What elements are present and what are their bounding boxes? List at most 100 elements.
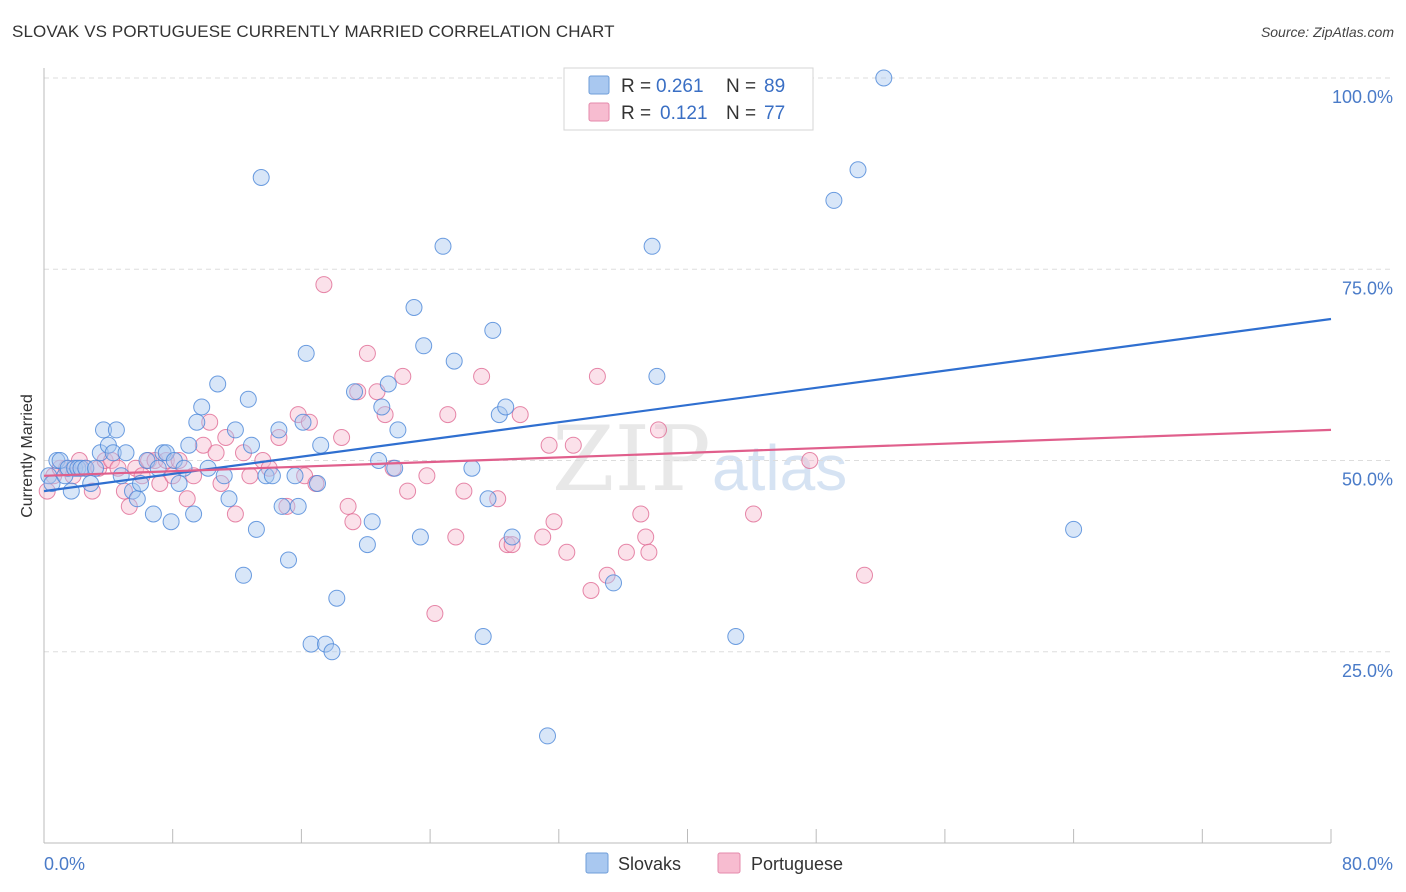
legend-swatch-slovaks [588, 75, 610, 95]
point-slovaks [497, 398, 515, 416]
bottom-legend: Slovaks Portuguese [585, 852, 843, 874]
point-portuguese [358, 344, 376, 362]
point-portuguese [207, 444, 225, 462]
point-slovaks [243, 436, 260, 454]
point-slovaks [484, 321, 502, 339]
point-slovaks [273, 497, 291, 515]
point-slovaks [107, 421, 125, 439]
point-slovaks [474, 628, 492, 645]
point-slovaks [87, 459, 104, 477]
bottom-legend-label-slovaks: Slovaks [618, 854, 681, 874]
point-portuguese [344, 513, 362, 531]
point-slovaks [405, 299, 423, 316]
point-portuguese [473, 367, 491, 385]
point-slovaks [379, 375, 397, 393]
point-slovaks [239, 390, 257, 408]
point-portuguese [201, 413, 219, 431]
point-slovaks [170, 475, 188, 492]
point-slovaks [302, 635, 320, 653]
point-portuguese [801, 452, 819, 469]
point-portuguese [455, 482, 473, 500]
point-slovaks [95, 421, 112, 439]
point-slovaks [59, 459, 77, 477]
point-slovaks [370, 452, 388, 469]
point-slovaks [463, 459, 481, 477]
legend: R = 0.261 N = 89 R = 0.121 N = 77 [563, 67, 814, 131]
point-slovaks [104, 444, 122, 462]
grid-lines [44, 77, 1392, 653]
point-slovaks [263, 467, 281, 485]
point-slovaks [62, 482, 80, 500]
point-slovaks [252, 169, 270, 186]
point-slovaks [220, 490, 238, 508]
point-slovaks [209, 375, 227, 393]
point-slovaks [117, 444, 135, 462]
point-portuguese [418, 467, 436, 485]
x-tick-label-min: 0.0% [44, 854, 85, 874]
point-portuguese [745, 505, 762, 523]
point-portuguese [534, 528, 552, 546]
point-portuguese [617, 543, 635, 561]
legend-n-label-portuguese: N = [726, 103, 756, 124]
point-slovaks [270, 421, 288, 439]
trend-line-portuguese [43, 428, 1332, 477]
point-slovaks [346, 383, 363, 401]
point-slovaks [825, 191, 843, 209]
point-slovaks [415, 337, 433, 355]
x-tick-labels: 0.0% 80.0% [44, 854, 1393, 874]
point-slovaks [503, 528, 521, 546]
point-slovaks [162, 513, 180, 531]
bottom-legend-swatch-portuguese [717, 852, 741, 874]
point-slovaks [289, 497, 307, 515]
point-slovaks [309, 475, 326, 492]
point-slovaks [128, 490, 146, 508]
point-slovaks [144, 505, 162, 523]
legend-n-value-slovaks: 89 [764, 76, 785, 97]
point-portuguese [511, 406, 529, 424]
point-portuguese [426, 605, 444, 622]
point-slovaks [727, 628, 745, 645]
trend-lines [43, 317, 1332, 493]
point-portuguese [540, 436, 558, 454]
point-portuguese [178, 490, 196, 508]
point-slovaks [294, 413, 312, 431]
point-slovaks [226, 421, 244, 439]
chart-title: SLOVAK VS PORTUGUESE CURRENTLY MARRIED C… [12, 22, 615, 41]
legend-n-value-portuguese: 77 [764, 103, 785, 124]
point-portuguese [856, 566, 873, 584]
point-slovaks [188, 413, 206, 431]
point-portuguese [439, 406, 457, 424]
axes [43, 68, 1332, 844]
point-slovaks [149, 459, 167, 477]
point-portuguese [489, 490, 507, 508]
point-slovaks [875, 69, 893, 87]
point-slovaks [363, 513, 381, 531]
point-portuguese [241, 467, 259, 485]
point-slovaks [323, 643, 341, 661]
point-portuguese [637, 528, 655, 546]
point-slovaks [643, 237, 661, 255]
point-slovaks [185, 505, 203, 523]
point-slovaks [328, 589, 346, 607]
y-tick-label: 50.0% [1342, 470, 1393, 490]
point-slovaks [479, 490, 497, 508]
legend-swatch-portuguese [588, 102, 610, 122]
watermark-atlas: atlas [712, 432, 847, 504]
chart-source: Source: ZipAtlas.com [1260, 24, 1394, 40]
point-slovaks [445, 352, 463, 370]
point-slovaks [297, 344, 315, 362]
y-tick-label: 25.0% [1342, 661, 1393, 681]
point-portuguese [339, 497, 357, 515]
bottom-legend-label-portuguese: Portuguese [751, 854, 843, 874]
point-portuguese [315, 276, 333, 294]
point-slovaks [358, 536, 376, 554]
point-portuguese [545, 513, 563, 531]
point-portuguese [558, 543, 576, 561]
point-portuguese [226, 505, 244, 523]
y-tick-label: 75.0% [1342, 278, 1393, 298]
bottom-legend-swatch-slovaks [585, 852, 609, 874]
point-slovaks [72, 459, 90, 477]
legend-r-value-portuguese: 0.121 [660, 103, 708, 124]
point-slovaks [193, 398, 211, 416]
point-slovaks [280, 551, 297, 569]
